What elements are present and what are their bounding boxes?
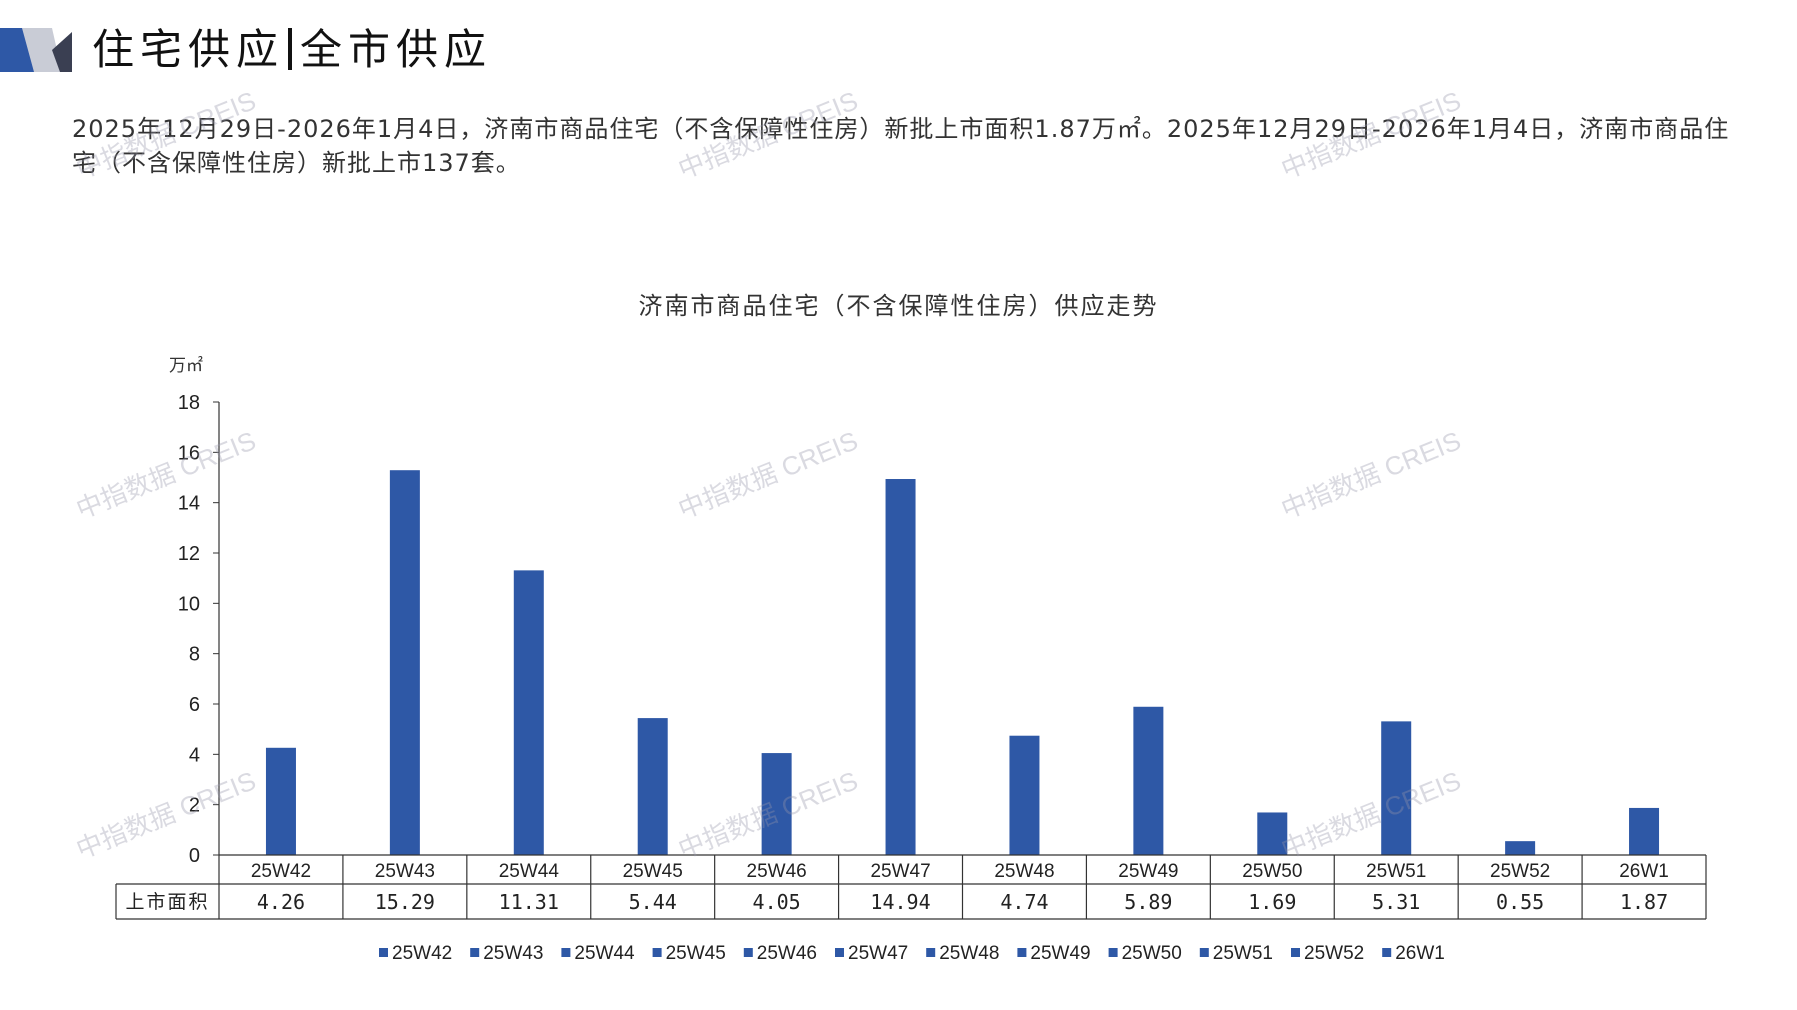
table-value-label: 1.69 [1248,890,1296,914]
table-row-header: 上市面积 [125,891,209,913]
legend-swatch [561,948,571,957]
y-tick-label: 4 [189,744,200,766]
legend-label: 25W52 [1304,943,1364,964]
y-tick-label: 14 [178,493,200,515]
bar-25W43 [389,470,420,855]
table-value-label: 5.31 [1372,890,1420,914]
y-tick-label: 16 [178,442,200,464]
bar-25W48 [1009,735,1040,855]
page-title-left: 住宅供应 [92,25,285,74]
x-category-label: 25W52 [1490,861,1550,882]
table-value-label: 11.31 [499,890,559,914]
legend-swatch [379,948,388,957]
chart-title: 济南市商品住宅（不含保障性住房）供应走势 [638,292,1159,320]
y-tick-label: 0 [189,845,200,867]
table-value-label: 14.94 [870,890,930,914]
legend-swatch [652,948,662,957]
y-axis-unit-label: 万㎡ [169,356,203,376]
legend-swatch [1199,948,1209,957]
legend-label: 25W51 [1213,943,1273,964]
y-tick-label: 18 [178,392,200,414]
table-value-label: 5.44 [629,890,677,914]
legend-label: 25W44 [574,943,635,964]
y-tick-label: 2 [189,795,200,817]
table-value-label: 4.05 [753,890,801,914]
table-value-label: 4.26 [257,890,305,914]
legend-swatch [470,948,480,957]
y-tick-label: 12 [178,543,200,565]
brand-logo-mark [0,28,72,72]
bar-25W52 [1505,841,1536,855]
x-category-label: 25W46 [747,861,807,882]
x-category-label: 25W50 [1242,861,1302,882]
legend-label: 26W1 [1395,943,1445,964]
x-category-label: 25W43 [375,861,435,882]
x-category-label: 25W42 [251,861,311,882]
legend-label: 25W50 [1122,943,1182,964]
y-tick-label: 8 [189,644,200,666]
x-category-label: 26W1 [1619,861,1669,882]
bar-25W44 [513,570,544,855]
bar-25W51 [1381,721,1412,855]
legend-swatch [1108,948,1118,957]
table-value-label: 0.55 [1496,890,1544,914]
legend-swatch [1382,948,1392,957]
table-value-label: 15.29 [375,890,435,914]
legend-swatch [743,948,753,957]
bar-25W42 [265,747,296,855]
y-tick-label: 6 [189,694,200,716]
bar-25W50 [1257,812,1288,855]
bar-25W47 [885,479,916,855]
x-category-label: 25W47 [870,861,930,882]
table-value-label: 5.89 [1124,890,1172,914]
summary-text: 2025年12月29日-2026年1月4日，济南市商品住宅（不含保障性住房）新批… [72,115,1730,177]
legend-label: 25W47 [848,943,908,964]
x-category-label: 25W49 [1118,861,1178,882]
legend-label: 25W49 [1030,943,1090,964]
x-category-label: 25W48 [994,861,1054,882]
legend-label: 25W46 [757,943,817,964]
bar-25W45 [637,718,668,855]
page-title-right: 全市供应 [300,25,493,74]
legend-swatch [926,948,936,957]
y-tick-label: 10 [178,593,200,615]
legend-label: 25W43 [483,943,543,964]
bar-25W49 [1133,706,1164,855]
title-divider [288,28,293,70]
legend-label: 25W45 [666,943,726,964]
legend-label: 25W42 [392,943,452,964]
legend-swatch [1291,948,1300,957]
bar-26W1 [1629,807,1660,855]
table-value-label: 1.87 [1620,890,1668,914]
page-title: 住宅供应 全市供应 [92,20,492,80]
legend-swatch [1017,948,1027,957]
x-category-label: 25W51 [1366,861,1426,882]
legend-label: 25W48 [939,943,999,964]
x-category-label: 25W44 [499,861,560,882]
legend-swatch [835,948,844,957]
table-value-label: 4.74 [1000,890,1048,914]
bar-25W46 [761,753,792,855]
x-category-label: 25W45 [623,861,683,882]
